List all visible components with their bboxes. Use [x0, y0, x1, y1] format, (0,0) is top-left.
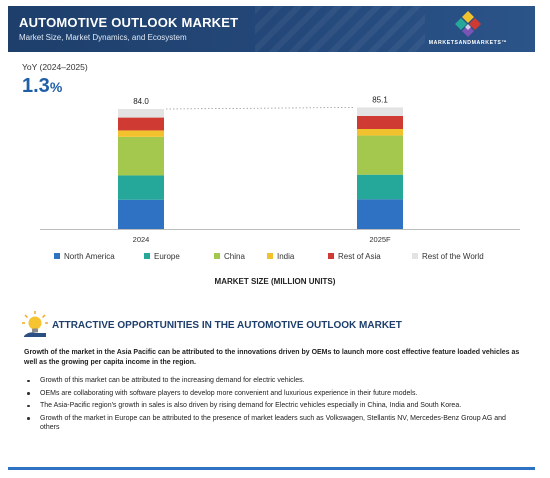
bar-segment-china-2024: [118, 136, 164, 176]
legend-swatch: [328, 253, 334, 259]
header-pattern: [255, 6, 425, 52]
bar-segment-europe-2024: [118, 175, 164, 200]
legend-swatch: [267, 253, 273, 259]
legend-label: India: [277, 252, 295, 261]
x-axis-title: MARKET SIZE (MILLION UNITS): [214, 277, 336, 286]
legend-swatch: [144, 253, 150, 259]
header-banner: AUTOMOTIVE OUTLOOK MARKET Market Size, M…: [8, 6, 535, 52]
opportunities-heading: ATTRACTIVE OPPORTUNITIES IN THE AUTOMOTI…: [52, 320, 402, 331]
yoy-unit: %: [49, 79, 63, 95]
report-subtitle: Market Size, Market Dynamics, and Ecosys…: [19, 33, 187, 42]
yoy-label: YoY (2024–2025): [22, 62, 88, 72]
x-tick-label: 2024: [133, 235, 150, 244]
bar-segment-rest-of-the-world-2025f: [357, 107, 403, 116]
opportunities-intro: Growth of the market in the Asia Pacific…: [24, 349, 520, 366]
legend-label: North America: [64, 252, 115, 261]
legend-item-india: India: [267, 252, 294, 261]
legend-item-rest-of-the-world: Rest of the World: [412, 252, 484, 261]
legend-item-north-america: North America: [54, 252, 115, 261]
report-title: AUTOMOTIVE OUTLOOK MARKET: [19, 15, 239, 30]
bar-segment-europe-2025f: [357, 174, 403, 200]
legend-item-europe: Europe: [144, 252, 180, 261]
legend-label: Rest of Asia: [338, 252, 381, 261]
list-item: OEMs are collaborating with software pla…: [24, 389, 522, 399]
bar-total-label: 84.0: [133, 97, 149, 106]
bar-segment-india-2024: [118, 130, 164, 137]
bar-segment-rest-of-the-world-2024: [118, 109, 164, 118]
chart-legend: North America Europe China India Rest of Asi…: [54, 252, 504, 264]
bar-segment-rest-of-asia-2024: [118, 117, 164, 131]
list-item: Growth of the market in Europe can be at…: [24, 414, 522, 433]
opportunities-bullets: Growth of this market can be attributed …: [24, 376, 522, 436]
footer-bar: [8, 467, 535, 470]
bar-total-label: 85.1: [372, 95, 388, 104]
x-tick-label: 2025F: [369, 235, 391, 244]
brand-logo: MARKETSANDMARKETS™: [423, 11, 513, 49]
legend-label: Rest of the World: [422, 252, 484, 261]
legend-item-china: China: [214, 252, 245, 261]
bar-segment-rest-of-asia-2025f: [357, 116, 403, 129]
diamond-logo-icon: [455, 11, 481, 37]
brand-logo-text: MARKETSANDMARKETS™: [428, 40, 508, 46]
lightbulb-icon: [22, 311, 48, 337]
legend-item-rest-of-asia: Rest of Asia: [328, 252, 381, 261]
yoy-value: 1.3%: [22, 75, 62, 98]
list-item: Growth of this market can be attributed …: [24, 376, 522, 386]
bar-segment-india-2025f: [357, 129, 403, 136]
bar-segment-china-2025f: [357, 135, 403, 175]
legend-swatch: [54, 253, 60, 259]
stacked-bar-chart: 2024 84.0 2025F 85.1: [40, 95, 520, 244]
yoy-number: 1.3: [22, 75, 50, 97]
bar-segment-north-america-2024: [118, 199, 164, 229]
list-item: The Asia-Pacific region's growth in sale…: [24, 401, 522, 411]
legend-swatch: [214, 253, 220, 259]
legend-label: Europe: [154, 252, 180, 261]
legend-swatch: [412, 253, 418, 259]
growth-connector-line: [165, 107, 356, 110]
bar-segment-north-america-2025f: [357, 199, 403, 229]
legend-label: China: [224, 252, 245, 261]
